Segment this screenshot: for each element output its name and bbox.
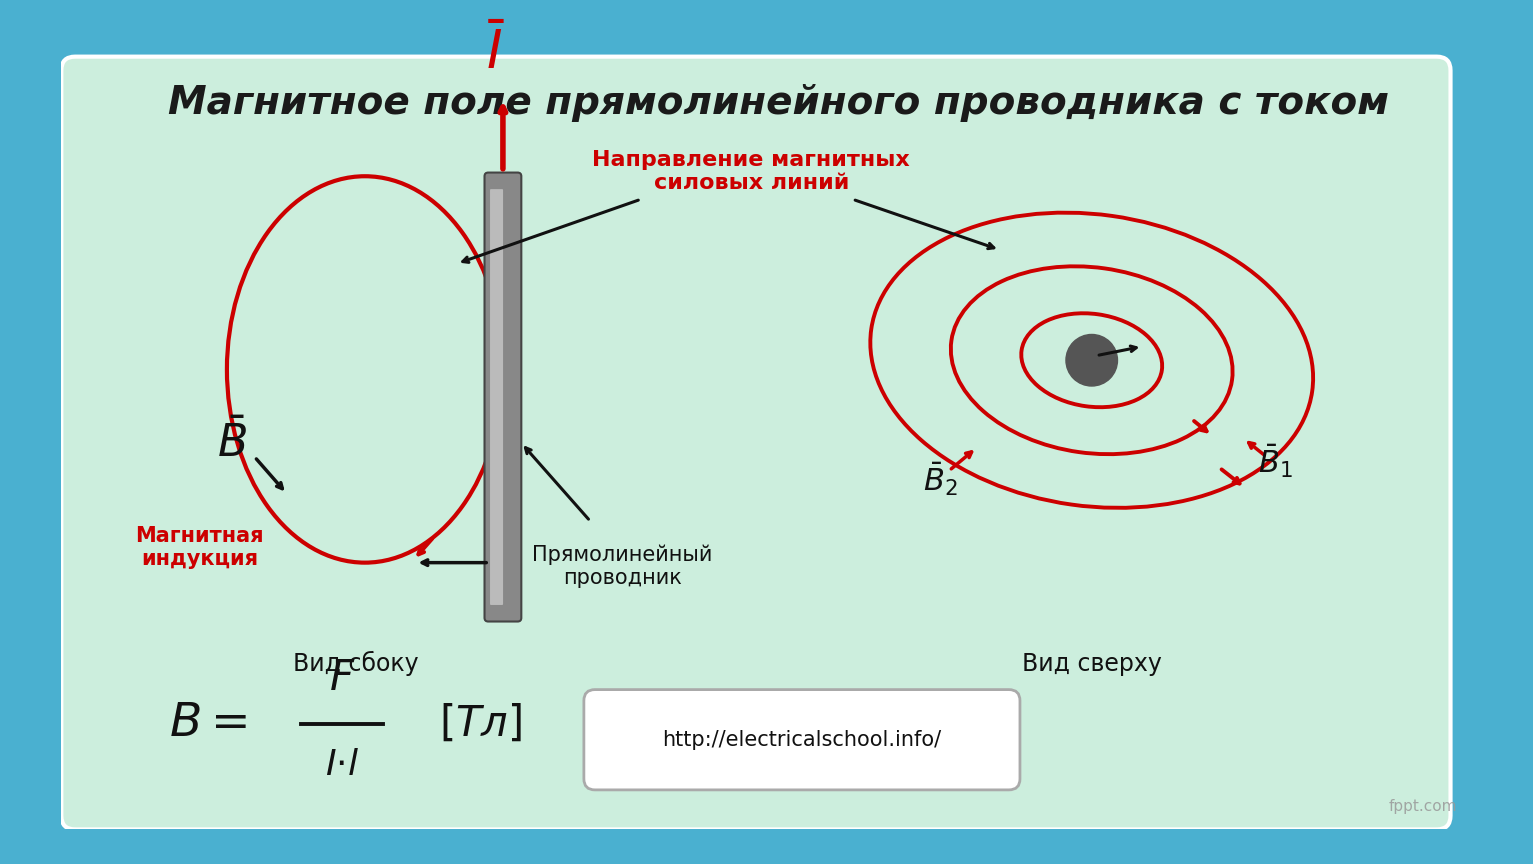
Circle shape (1065, 334, 1118, 386)
Text: Магнитная
индукция: Магнитная индукция (135, 526, 264, 569)
Text: http://electricalschool.info/: http://electricalschool.info/ (662, 730, 941, 750)
Text: Вид сверху: Вид сверху (1023, 651, 1162, 676)
Text: $\bar{B}$: $\bar{B}$ (216, 420, 247, 466)
Text: Магнитное поле прямолинейного проводника с током: Магнитное поле прямолинейного проводника… (169, 84, 1389, 122)
FancyBboxPatch shape (484, 173, 521, 621)
Text: $F$: $F$ (328, 657, 356, 699)
Text: $[Тл]$: $[Тл]$ (438, 702, 521, 745)
Text: Вид сбоку: Вид сбоку (293, 651, 419, 677)
FancyBboxPatch shape (584, 689, 1019, 790)
FancyBboxPatch shape (491, 189, 503, 605)
Text: $\bar{B}_2$: $\bar{B}_2$ (923, 461, 957, 499)
Text: $I{\cdot}l$: $I{\cdot}l$ (325, 748, 359, 783)
Text: $\bar{B}_1$: $\bar{B}_1$ (1259, 443, 1294, 480)
Text: Направление магнитных
силовых линий: Направление магнитных силовых линий (592, 150, 911, 194)
Text: Прямолинейный
проводник: Прямолинейный проводник (532, 544, 713, 588)
Text: $\bar{I}$: $\bar{I}$ (486, 26, 506, 79)
FancyBboxPatch shape (61, 57, 1450, 829)
Text: $B=$: $B=$ (170, 702, 248, 746)
Text: fppt.com: fppt.com (1389, 799, 1458, 814)
